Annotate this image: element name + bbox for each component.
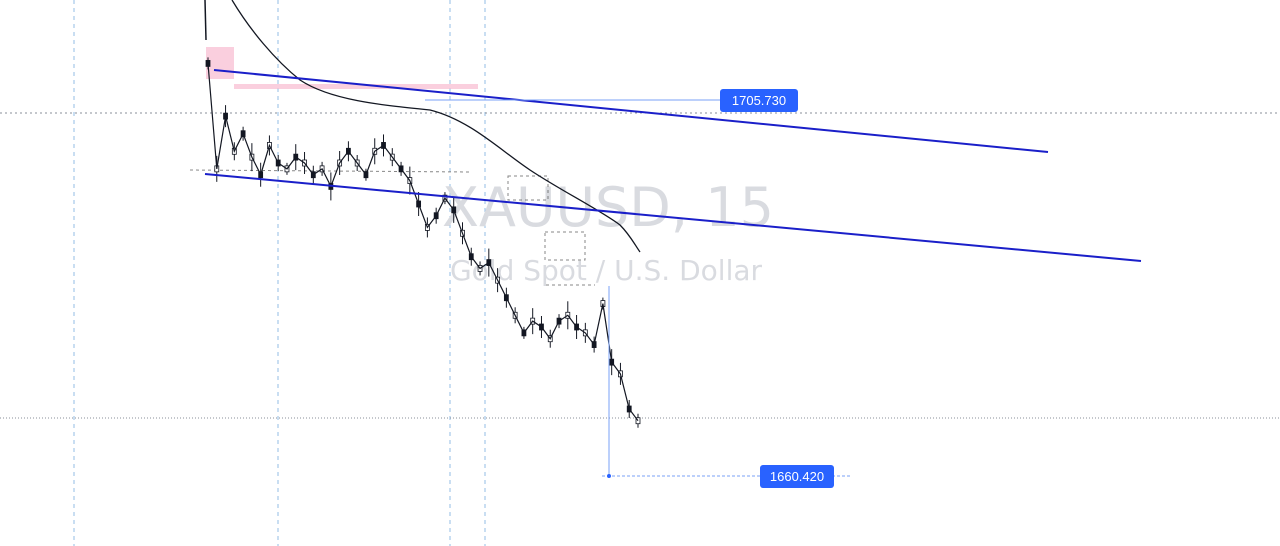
highlight-box [206,47,234,79]
measure-anchor [607,474,611,478]
trend-channel-lower[interactable] [204,173,1142,262]
highlight-strip [234,84,478,89]
symbol-watermark-subtitle: Gold Spot / U.S. Dollar [450,254,763,287]
price-tag-upper[interactable]: 1705.730 [720,89,798,112]
candle-body [635,417,641,425]
range-boxes [189,169,595,286]
price-tag-lower-label: 1660.420 [770,469,824,484]
symbol-watermark-title: XAUUSD, 15 [442,176,774,239]
price-tag-upper-label: 1705.730 [732,93,786,108]
price-series-line [207,63,639,422]
price-series-entry [204,0,207,41]
vertical-grid [73,0,486,546]
price-tag-lower[interactable]: 1660.420 [760,465,834,488]
moving-average-line [231,0,641,253]
trend-channel-upper[interactable] [213,69,1049,153]
